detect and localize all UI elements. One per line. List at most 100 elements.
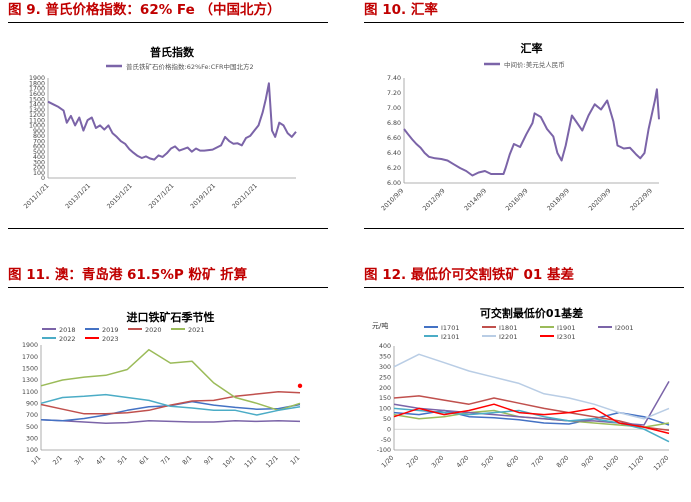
x-tick-label: 2016/9/9 — [505, 187, 530, 212]
legend-label-2019: 2019 — [102, 326, 119, 334]
y-tick-label: 400 — [33, 154, 45, 161]
legend-label: 中间价:美元兑人民币 — [504, 60, 565, 69]
y-tick-label: 1600 — [29, 91, 45, 98]
title-rule — [8, 287, 328, 288]
series-line-I2201 — [393, 353, 670, 420]
y-tick-label: 1300 — [29, 107, 45, 114]
y-tick-label: 7.40 — [387, 75, 401, 82]
y-axis-unit-label: 元/吨 — [372, 321, 388, 330]
chart-title: 可交割最低价01基差 — [480, 306, 583, 320]
series-line-2018 — [40, 418, 301, 424]
title-rule — [8, 22, 328, 23]
y-tick-label: 1000 — [29, 123, 45, 130]
y-tick-label: 1500 — [29, 96, 45, 103]
x-tick-label: 4/20 — [455, 454, 470, 469]
x-tick-label: 1/1 — [30, 454, 42, 466]
legend-label-I2101: I2101 — [441, 333, 459, 341]
series-line-2021 — [40, 348, 301, 412]
y-tick-label: 900 — [33, 128, 45, 135]
y-tick-label: 500 — [33, 149, 45, 156]
y-tick-label: 250 — [379, 374, 391, 381]
legend-label-I2201: I2201 — [499, 333, 517, 341]
y-tick-label: 150 — [379, 395, 391, 402]
legend-label-2023: 2023 — [102, 335, 119, 343]
x-tick-label: 2022/9/9 — [629, 187, 654, 212]
series-line-I2301 — [393, 403, 670, 435]
y-tick-label: 600 — [33, 144, 45, 151]
x-tick-label: 2013/1/21 — [64, 182, 92, 210]
y-tick-label: 7.20 — [387, 90, 401, 97]
figure-11: 图 11. 澳：青岛港 61.5%P 粉矿 折算 进口铁矿石季节性 2018 201… — [8, 265, 328, 502]
x-tick-label: 9/20 — [580, 454, 595, 469]
x-tick-label: 2010/9/9 — [380, 187, 405, 212]
legend-label-I2001: I2001 — [615, 324, 633, 332]
x-tick-label: 12/1 — [265, 454, 280, 469]
y-tick-label: 50 — [383, 416, 391, 423]
x-tick-label: 8/1 — [181, 454, 193, 466]
figure-9: 图 9. 普氏价格指数：62% Fe （中国北方） 普氏指数 普氏铁矿石价格指数:… — [8, 0, 328, 235]
series-line-2022 — [40, 393, 301, 416]
y-tick-label: 6.00 — [387, 180, 401, 187]
y-tick-label: 300 — [379, 364, 391, 371]
title-rule — [364, 287, 684, 288]
y-tick-label: 300 — [26, 436, 38, 443]
seasonality-chart: 进口铁矿石季节性 2018 2019 2020 2021 2022 2023 100 300 50… — [22, 310, 303, 469]
y-tick-label: 350 — [379, 354, 391, 361]
x-tick-label: 10/20 — [603, 454, 621, 472]
x-tick-label: 2018/9/9 — [546, 187, 571, 212]
x-tick-label: 3/20 — [430, 454, 445, 469]
y-tick-label: 900 — [26, 401, 38, 408]
figure-10: 图 10. 汇率 汇率 中间价:美元兑人民币 6.00 6.20 6.40 6.60 6.8… — [364, 0, 684, 235]
y-tick-label: 1900 — [29, 75, 45, 82]
y-tick-label: 800 — [33, 133, 45, 140]
legend-label-I1701: I1701 — [441, 324, 459, 332]
x-tick-label: 2019/1/21 — [189, 182, 217, 210]
y-tick-label: -50 — [381, 437, 391, 444]
x-tick-label: 7/1 — [160, 454, 172, 466]
y-tick-label: 1100 — [29, 117, 45, 124]
y-tick-label: 7.00 — [387, 105, 401, 112]
x-tick-label: 10/1 — [222, 454, 237, 469]
y-tick-label: 100 — [26, 447, 38, 454]
y-tick-label: 1700 — [22, 354, 38, 361]
y-tick-label: 1500 — [22, 366, 38, 373]
bottom-rule — [364, 228, 684, 229]
y-tick-label: 300 — [33, 159, 45, 166]
legend-label: 普氏铁矿石价格指数:62%Fe:CFR中国北方2 — [126, 62, 254, 71]
y-tick-label: 1700 — [29, 86, 45, 93]
x-tick-label: 7/20 — [530, 454, 545, 469]
x-tick-label: 5/1 — [117, 454, 129, 466]
y-tick-label: 1400 — [29, 102, 45, 109]
y-tick-label: 100 — [33, 170, 45, 177]
x-tick-label: 11/1 — [243, 454, 258, 469]
x-tick-label: 2/20 — [405, 454, 420, 469]
title-rule — [364, 22, 684, 23]
y-tick-label: 200 — [33, 165, 45, 172]
y-tick-label: 1300 — [22, 377, 38, 384]
legend-label-2020: 2020 — [145, 326, 162, 334]
x-tick-label: 2021/1/21 — [231, 182, 259, 210]
y-tick-label: 1800 — [29, 80, 45, 87]
legend-label-I1801: I1801 — [499, 324, 517, 332]
y-tick-label: 700 — [33, 138, 45, 145]
legend-label-2022: 2022 — [59, 335, 76, 343]
y-tick-label: 700 — [26, 412, 38, 419]
y-tick-label: 400 — [379, 343, 391, 350]
x-tick-label: 2014/9/9 — [463, 187, 488, 212]
chart-title: 进口铁矿石季节性 — [127, 310, 215, 324]
x-tick-label: 6/1 — [138, 454, 150, 466]
y-tick-label: 6.80 — [387, 120, 401, 127]
series-line-2020 — [40, 390, 301, 415]
y-tick-label: 1900 — [22, 342, 38, 349]
series-line-中间价:美元兑人民币 — [403, 88, 660, 177]
y-tick-label: 6.20 — [387, 165, 401, 172]
x-tick-label: 11/20 — [628, 454, 646, 472]
legend-label-I1901: I1901 — [557, 324, 575, 332]
x-tick-label: 8/20 — [555, 454, 570, 469]
x-tick-label: 1/1 — [289, 454, 301, 466]
x-tick-label: 12/20 — [653, 454, 671, 472]
chart-title: 汇率 — [521, 41, 543, 55]
x-tick-label: 2017/1/21 — [148, 182, 176, 210]
